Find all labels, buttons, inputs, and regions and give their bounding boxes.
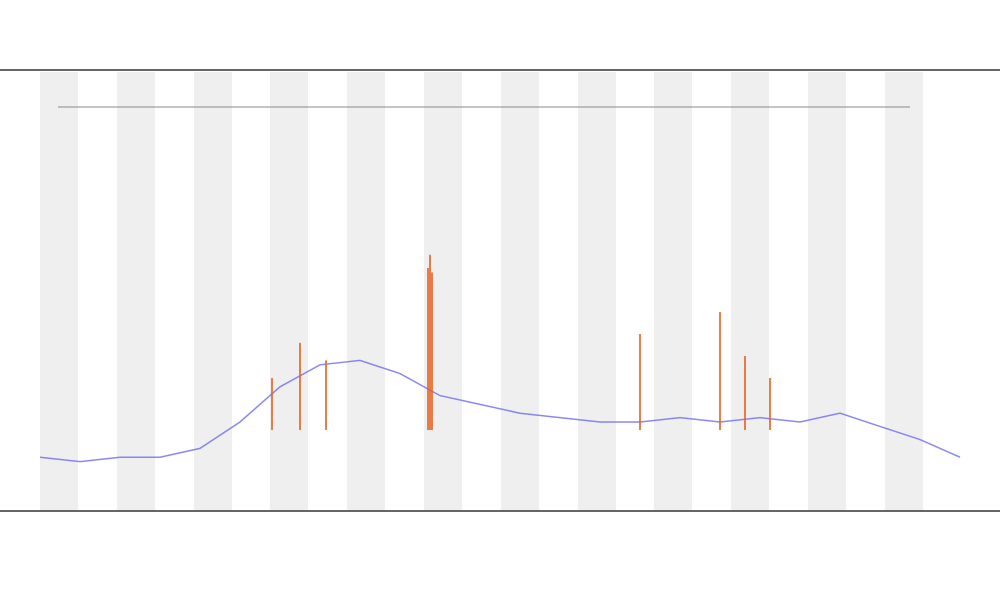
band — [270, 72, 308, 510]
band — [117, 72, 155, 510]
band — [578, 72, 616, 510]
band — [731, 72, 769, 510]
band — [40, 72, 78, 510]
band — [347, 72, 385, 510]
band — [885, 72, 923, 510]
coverage-line — [39, 359, 961, 463]
band — [654, 72, 692, 510]
band — [194, 72, 232, 510]
band — [808, 72, 846, 510]
band — [501, 72, 539, 510]
bands — [40, 72, 923, 510]
